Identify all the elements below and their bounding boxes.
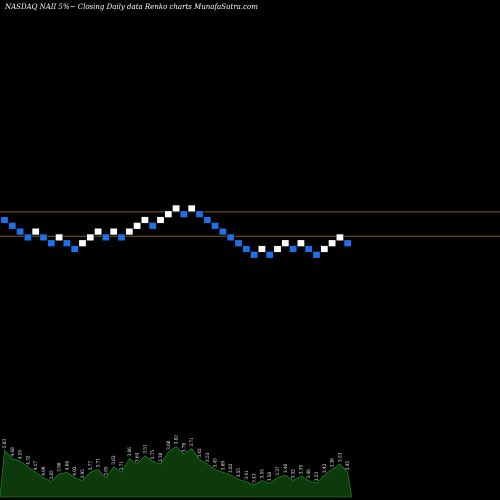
- renko-brick-down: [265, 251, 274, 259]
- volume-label: 3.60: [166, 440, 171, 450]
- renko-brick-up: [94, 227, 103, 236]
- renko-brick-up: [86, 233, 95, 242]
- volume-label: 4.55: [18, 450, 23, 460]
- chart-title: NASDAQ NAII 5%~ Closing Daily data Renko…: [4, 3, 258, 11]
- renko-brick-down: [70, 245, 79, 253]
- volume-label: 3.55: [236, 468, 241, 478]
- renko-brick-up: [78, 239, 87, 247]
- volume-label: 5.03: [2, 439, 7, 449]
- volume-panel: [0, 446, 353, 498]
- renko-brick-up: [296, 239, 305, 247]
- volume-label: 3.64: [135, 452, 140, 462]
- renko-brick-down: [289, 245, 298, 253]
- volume-label: 3.45: [213, 458, 218, 468]
- volume-label: 3.71: [96, 458, 101, 468]
- renko-brick-up: [133, 222, 142, 230]
- renko-brick-down: [234, 239, 243, 247]
- volume-label: 3.98: [57, 462, 62, 472]
- volume-label: 3.71: [119, 461, 124, 471]
- volume-labels: 5.034.68 4.554.324.174.09 3.853.98 4.084.02…: [2, 435, 350, 483]
- volume-label: 4.17: [33, 461, 38, 471]
- reference-lines: [0, 211, 500, 237]
- renko-bricks: [0, 204, 352, 259]
- volume-label: 4.09: [41, 466, 46, 476]
- renko-brick-up: [125, 227, 134, 236]
- renko-brick-up: [281, 239, 290, 247]
- renko-brick-up: [187, 204, 196, 213]
- volume-label: 3.53: [314, 472, 319, 482]
- renko-brick-up: [320, 245, 329, 253]
- volume-label: 3.71: [189, 437, 194, 447]
- renko-brick-down: [117, 233, 126, 242]
- volume-label: 3.75: [150, 450, 155, 460]
- volume-label: 3.53: [205, 452, 210, 462]
- volume-label: 3.62: [197, 448, 202, 458]
- volume-label: 3.51: [142, 444, 147, 454]
- volume-label: 3.46: [306, 469, 311, 479]
- renko-brick-down: [203, 216, 212, 224]
- renko-brick-down: [179, 210, 188, 218]
- renko-brick-down: [195, 210, 204, 218]
- volume-label: 3.69: [220, 461, 225, 471]
- renko-brick-down: [39, 233, 48, 242]
- renko-brick-down: [23, 233, 32, 242]
- volume-label: 3.95: [80, 469, 85, 479]
- volume-label: 3.85: [103, 466, 108, 476]
- renko-brick-up: [164, 210, 173, 218]
- renko-brick-down: [148, 222, 157, 230]
- volume-area: [0, 446, 353, 498]
- renko-brick-up: [140, 216, 149, 224]
- volume-label: 3.82: [228, 463, 233, 473]
- volume-label: 3.86: [127, 447, 132, 457]
- renko-brick-down: [16, 227, 25, 236]
- volume-label: 3.77: [88, 461, 93, 471]
- renko-brick-down: [101, 233, 110, 242]
- volume-label: 3.82: [174, 435, 179, 445]
- volume-label: 3.85: [49, 470, 54, 480]
- renko-brick-down: [312, 251, 321, 259]
- renko-brick-down: [242, 245, 251, 253]
- volume-label: 3.53: [337, 452, 342, 462]
- volume-label: 3.58: [267, 472, 272, 482]
- renko-brick-up: [109, 227, 118, 236]
- renko-brick-down: [62, 239, 71, 247]
- renko-brick-down: [211, 222, 220, 230]
- volume-label: 3.38: [330, 458, 335, 468]
- volume-label: 4.02: [72, 466, 77, 476]
- volume-label: 3.42: [322, 463, 327, 473]
- volume-label: 3.79: [181, 442, 186, 452]
- renko-brick-up: [55, 233, 64, 242]
- volume-label: 3.43: [252, 473, 257, 483]
- renko-brick-up: [31, 227, 40, 236]
- renko-brick-down: [8, 222, 17, 230]
- volume-label: 3.46: [283, 463, 288, 473]
- volume-label: 4.32: [25, 455, 30, 465]
- volume-label: 3.62: [111, 455, 116, 465]
- volume-label: 3.37: [275, 466, 280, 476]
- volume-label: 3.45: [345, 461, 350, 471]
- renko-brick-up: [328, 239, 337, 247]
- renko-brick-up: [172, 204, 181, 213]
- renko-brick-down: [226, 233, 235, 242]
- volume-label: 4.08: [64, 461, 69, 471]
- volume-label: 3.55: [259, 469, 264, 479]
- volume-label: 4.68: [10, 447, 15, 457]
- renko-brick-up: [156, 216, 165, 224]
- volume-label: 3.41: [244, 470, 249, 480]
- renko-brick-up: [273, 245, 282, 253]
- volume-label: 3.35: [298, 464, 303, 474]
- renko-brick-up: [335, 233, 344, 242]
- renko-brick-down: [47, 239, 56, 247]
- renko-brick-down: [250, 251, 259, 259]
- volume-label: 3.32: [291, 469, 296, 479]
- renko-brick-up: [257, 245, 266, 253]
- renko-brick-down: [343, 239, 352, 247]
- volume-label: 3.38: [158, 452, 163, 462]
- renko-brick-down: [218, 227, 227, 236]
- renko-brick-down: [0, 216, 9, 224]
- renko-brick-down: [304, 245, 313, 253]
